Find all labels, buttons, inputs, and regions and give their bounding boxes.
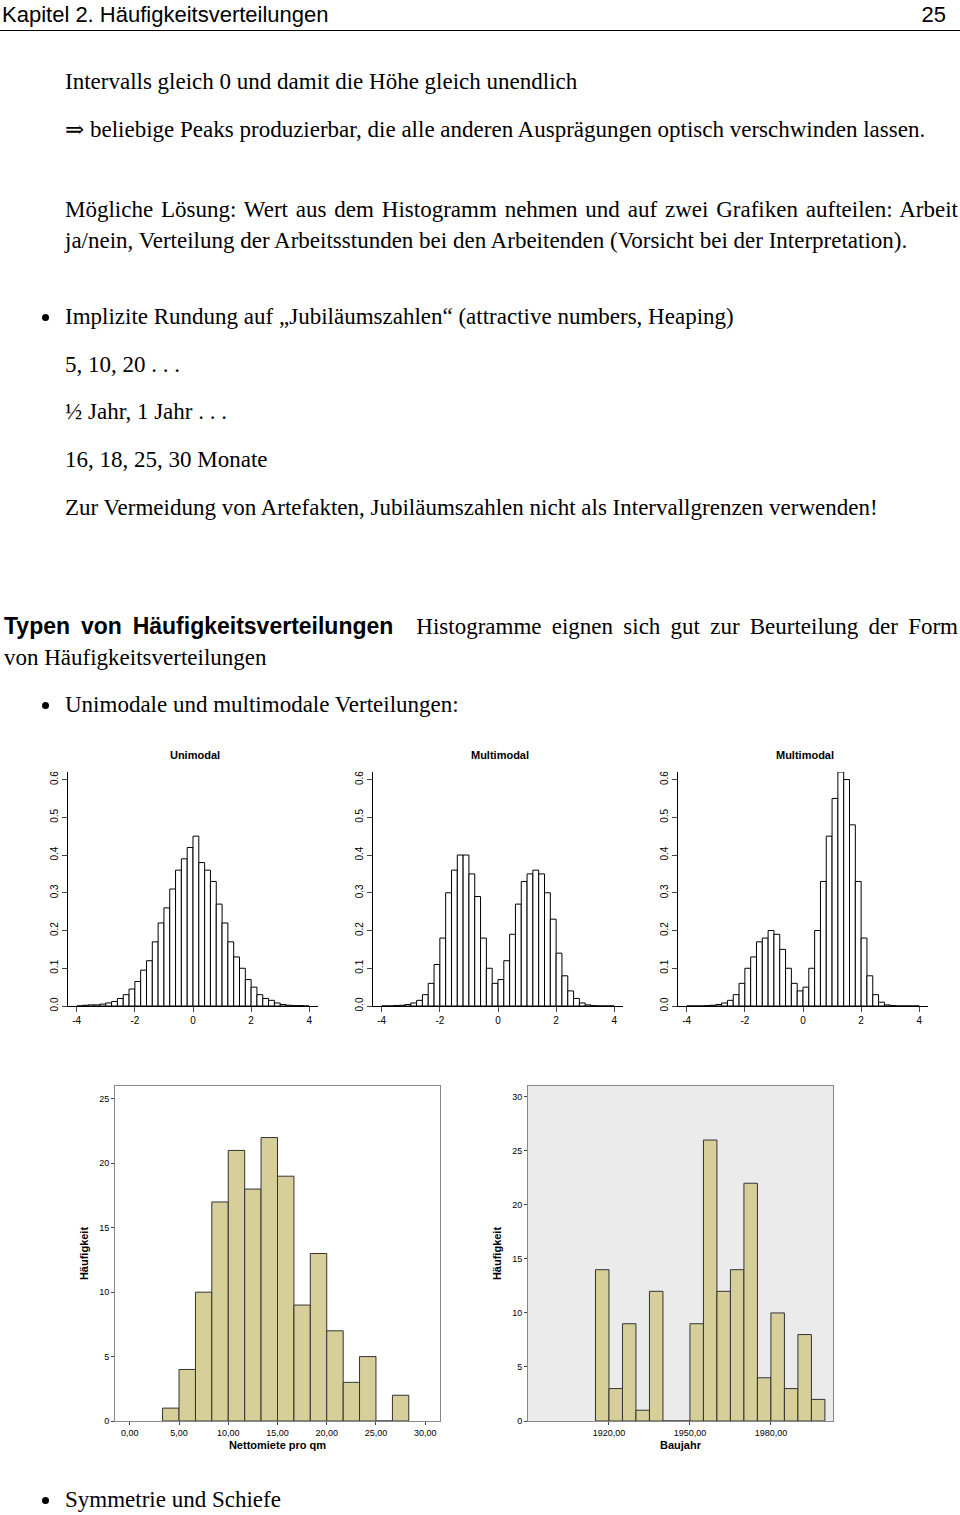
svg-text:-4: -4 xyxy=(72,1015,81,1026)
svg-text:5: 5 xyxy=(104,1352,109,1362)
html-text:25: 25 xyxy=(921,2,946,27)
html-text:5, 10, 20 . . .: 5, 10, 20 . . . xyxy=(65,352,180,377)
svg-text:0.4: 0.4 xyxy=(354,846,365,860)
svg-text:0.2: 0.2 xyxy=(659,922,670,936)
svg-text:1950,00: 1950,00 xyxy=(674,1428,707,1438)
svg-text:0.0: 0.0 xyxy=(354,997,365,1011)
svg-text:Häufigkeit: Häufigkeit xyxy=(491,1227,503,1281)
svg-text:15: 15 xyxy=(99,1223,109,1233)
svg-text:Nettomiete pro qm: Nettomiete pro qm xyxy=(229,1439,326,1451)
svg-text:-4: -4 xyxy=(682,1015,691,1026)
svg-text:Multimodal: Multimodal xyxy=(776,749,834,761)
svg-text:0.3: 0.3 xyxy=(659,884,670,898)
svg-text:2: 2 xyxy=(858,1015,864,1026)
svg-text:20: 20 xyxy=(99,1158,109,1168)
svg-text:1920,00: 1920,00 xyxy=(593,1428,626,1438)
svg-text:20: 20 xyxy=(512,1200,522,1210)
svg-text:4: 4 xyxy=(306,1015,312,1026)
svg-text:10,00: 10,00 xyxy=(217,1428,240,1438)
html-text:Zur Vermeidung von Artefakten,: Zur Vermeidung von Artefakten, Jubiläums… xyxy=(65,495,878,520)
svg-text:0,00: 0,00 xyxy=(121,1428,139,1438)
html-text:½ Jahr, 1 Jahr . . .: ½ Jahr, 1 Jahr . . . xyxy=(65,399,227,424)
svg-text:-4: -4 xyxy=(377,1015,386,1026)
svg-text:0.3: 0.3 xyxy=(49,884,60,898)
svg-text:Unimodal: Unimodal xyxy=(170,749,220,761)
svg-text:2: 2 xyxy=(248,1015,254,1026)
html-text:16, 18, 25, 30 Monate: 16, 18, 25, 30 Monate xyxy=(65,447,268,472)
svg-text:0.1: 0.1 xyxy=(659,959,670,973)
svg-text:0.2: 0.2 xyxy=(354,922,365,936)
html-text:Symmetrie und Schiefe: Symmetrie und Schiefe xyxy=(65,1487,281,1512)
svg-text:4: 4 xyxy=(611,1015,617,1026)
svg-text:0.0: 0.0 xyxy=(659,997,670,1011)
svg-text:5,00: 5,00 xyxy=(170,1428,188,1438)
svg-text:25: 25 xyxy=(512,1146,522,1156)
svg-text:10: 10 xyxy=(99,1287,109,1297)
svg-text:4: 4 xyxy=(916,1015,922,1026)
svg-text:0.0: 0.0 xyxy=(49,997,60,1011)
svg-text:0.6: 0.6 xyxy=(659,771,670,785)
html-text:Typen von Häufigkeitsverteilun: Typen von Häufigkeitsverteilungen Histog… xyxy=(4,613,958,670)
svg-text:0.1: 0.1 xyxy=(354,959,365,973)
svg-text:1980,00: 1980,00 xyxy=(755,1428,788,1438)
html-text:⇒ beliebige Peaks produzierbar: ⇒ beliebige Peaks produzierbar, die alle… xyxy=(65,117,926,142)
svg-text:0.3: 0.3 xyxy=(354,884,365,898)
svg-text:0: 0 xyxy=(800,1015,806,1026)
html-text:Implizite Rundung auf „Jubiläu: Implizite Rundung auf „Jubiläumszahlen“ … xyxy=(65,304,734,329)
svg-text:0: 0 xyxy=(495,1015,501,1026)
svg-text:25: 25 xyxy=(99,1094,109,1104)
html-text:Unimodale und multimodale Vert: Unimodale und multimodale Verteilungen: xyxy=(65,692,459,717)
svg-text:30: 30 xyxy=(512,1092,522,1102)
svg-text:0.5: 0.5 xyxy=(49,808,60,822)
svg-text:0.4: 0.4 xyxy=(49,846,60,860)
svg-text:Baujahr: Baujahr xyxy=(660,1439,702,1451)
svg-text:2: 2 xyxy=(553,1015,559,1026)
svg-text:5: 5 xyxy=(517,1362,522,1372)
svg-text:0.2: 0.2 xyxy=(49,922,60,936)
svg-text:25,00: 25,00 xyxy=(365,1428,388,1438)
svg-text:0.1: 0.1 xyxy=(49,959,60,973)
svg-text:0: 0 xyxy=(517,1416,522,1426)
svg-text:30,00: 30,00 xyxy=(414,1428,437,1438)
html-text:Mögliche Lösung: Wert aus dem: Mögliche Lösung: Wert aus dem Histogramm… xyxy=(65,197,958,253)
svg-text:0: 0 xyxy=(104,1416,109,1426)
svg-text:15: 15 xyxy=(512,1254,522,1264)
svg-text:20,00: 20,00 xyxy=(315,1428,338,1438)
svg-text:0.4: 0.4 xyxy=(659,846,670,860)
svg-text:15,00: 15,00 xyxy=(266,1428,289,1438)
svg-text:-2: -2 xyxy=(435,1015,444,1026)
svg-text:-2: -2 xyxy=(130,1015,139,1026)
svg-text:0: 0 xyxy=(190,1015,196,1026)
svg-text:0.6: 0.6 xyxy=(354,771,365,785)
svg-text:0.6: 0.6 xyxy=(49,771,60,785)
svg-text:10: 10 xyxy=(512,1308,522,1318)
svg-text:0.5: 0.5 xyxy=(659,808,670,822)
html-text:Intervalls gleich 0 und damit: Intervalls gleich 0 und damit die Höhe g… xyxy=(65,69,578,94)
svg-text:-2: -2 xyxy=(740,1015,749,1026)
svg-text:0.5: 0.5 xyxy=(354,808,365,822)
svg-text:Häufigkeit: Häufigkeit xyxy=(78,1227,90,1281)
svg-text:Multimodal: Multimodal xyxy=(471,749,529,761)
html-text:Kapitel 2. Häufigkeitsverteilu: Kapitel 2. Häufigkeitsverteilungen xyxy=(2,2,329,27)
